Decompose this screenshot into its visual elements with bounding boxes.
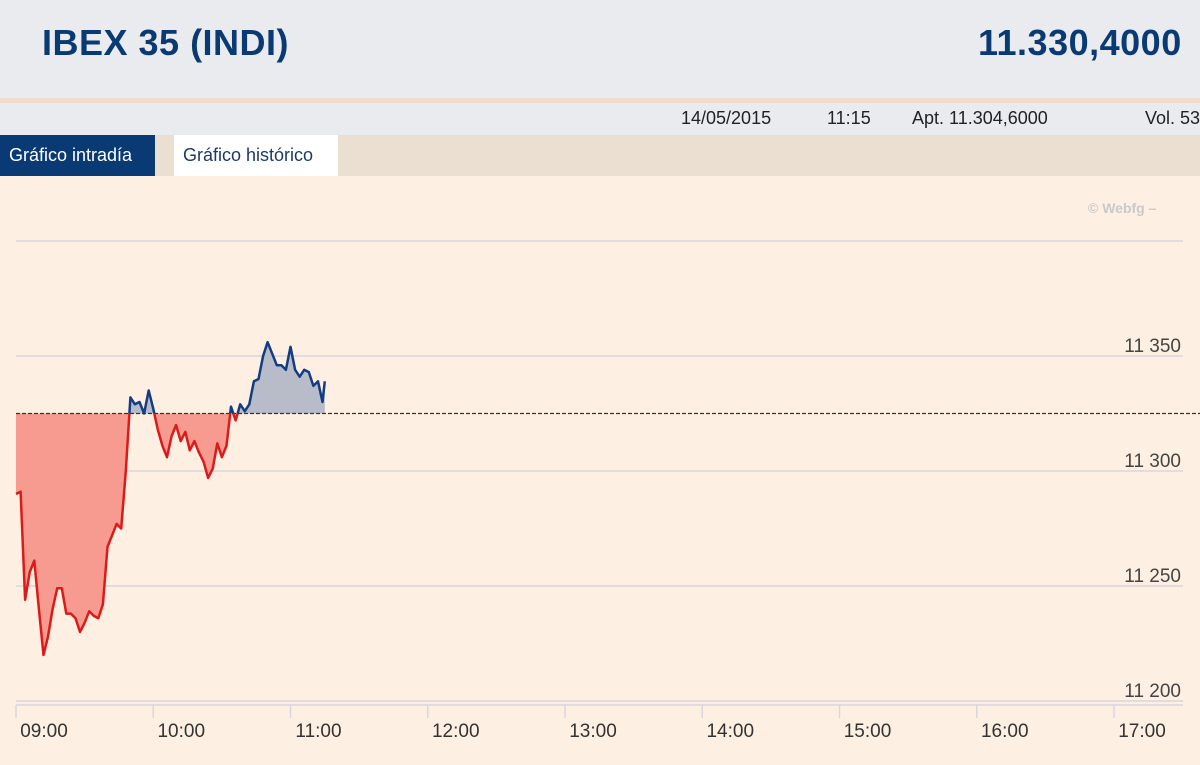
- area-above-reference: [237, 342, 325, 414]
- price-line-above: [236, 340, 327, 414]
- intraday-chart-svg: 11 200 11 250 11 300 11 350 09:00 10:00 11:00…: [15, 200, 1200, 742]
- quote-header: IBEX 35 (INDI) 11.330,4000: [0, 0, 1200, 98]
- price-line-below: [232, 413, 239, 422]
- intraday-chart: 11 200 11 250 11 300 11 350 09:00 10:00 11:00…: [0, 176, 1200, 765]
- x-tick-label: 10:00: [157, 721, 205, 742]
- y-tick-label: 11 250: [1124, 566, 1181, 587]
- tab-historical-chart[interactable]: Gráfico histórico: [174, 135, 338, 176]
- index-title: IBEX 35 (INDI): [42, 22, 290, 63]
- chart-tabs: Gráfico intradía Gráfico histórico: [0, 135, 1200, 176]
- x-tick-label: 15:00: [844, 721, 892, 742]
- x-tick-label: 09:00: [20, 721, 68, 742]
- price-line-above: [228, 405, 235, 414]
- y-tick-label: 11 300: [1124, 451, 1181, 472]
- x-tick-label: 14:00: [706, 721, 754, 742]
- quote-time: 11:15: [827, 108, 871, 128]
- y-tick-label: 11 350: [1124, 336, 1181, 357]
- x-tick-label: 16:00: [981, 721, 1029, 742]
- quote-date: 14/05/2015: [681, 108, 772, 128]
- price-line-below: [153, 413, 232, 480]
- header-divider: [0, 98, 1200, 103]
- area-below-reference: [16, 413, 130, 655]
- volume: Vol. 53: [1145, 108, 1200, 128]
- y-tick-label: 11 200: [1124, 681, 1181, 702]
- x-tick-label: 12:00: [432, 721, 480, 742]
- quote-info-bar: 14/05/2015 11:15 Apt. 11.304,6000 Vol. 5…: [0, 103, 1200, 135]
- current-price: 11.330,4000: [978, 22, 1182, 63]
- x-tick-label: 11:00: [295, 721, 341, 742]
- x-tick-label: 17:00: [1118, 721, 1166, 742]
- price-line-above: [128, 389, 156, 415]
- x-tick-label: 13:00: [569, 721, 617, 742]
- tab-intraday-chart[interactable]: Gráfico intradía: [0, 135, 155, 176]
- chart-watermark: © Webfg –: [1088, 200, 1157, 216]
- price-line-below: [15, 413, 131, 657]
- opening-price: Apt. 11.304,6000: [912, 108, 1048, 128]
